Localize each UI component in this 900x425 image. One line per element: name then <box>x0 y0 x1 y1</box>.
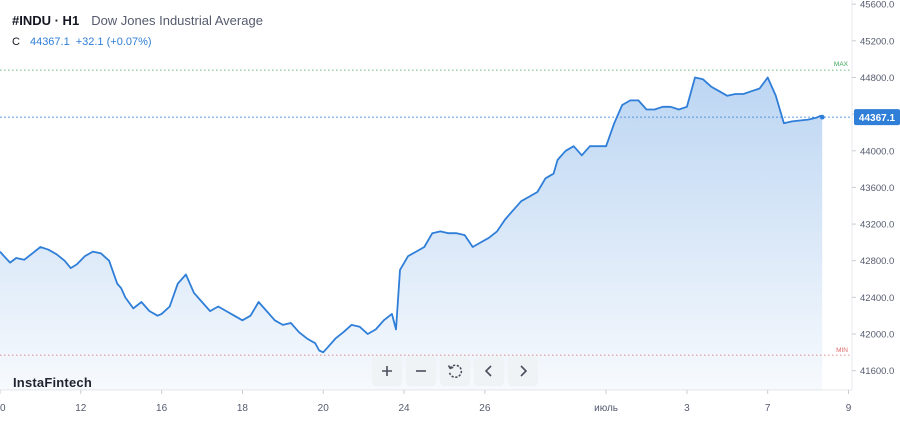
x-tick-label: 16 <box>156 403 168 414</box>
y-tick-label: 43200.0 <box>860 220 894 231</box>
x-tick-label: 9 <box>846 403 852 414</box>
x-tick-label: 3 <box>684 403 690 414</box>
y-tick-label: 44800.0 <box>860 73 894 84</box>
x-tick-label: 10 <box>0 403 6 414</box>
x-tick-label: 20 <box>318 403 330 414</box>
change-value: +32.1 (+0.07%) <box>75 36 152 48</box>
close-value: 44367.1 <box>29 36 70 48</box>
y-axis-ticks: 41600.0 42000.0 42400.0 42800.0 43200.0 43600… <box>852 0 894 377</box>
y-tick-label: 41600.0 <box>860 366 894 377</box>
y-tick-label: 45200.0 <box>860 36 894 47</box>
brand-logo-text: InstaFintech <box>13 375 92 390</box>
y-tick-label: 42800.0 <box>860 256 894 267</box>
series-area <box>0 77 823 390</box>
symbol-label: #INDU · H1 <box>12 13 80 28</box>
instrument-description: Dow Jones Industrial Average <box>91 13 263 28</box>
y-tick-label: 45600.0 <box>860 0 894 11</box>
last-price-label: 44367.1 <box>859 113 896 124</box>
y-tick-label: 44000.0 <box>860 146 894 157</box>
max-label: MAX <box>834 61 849 68</box>
reset-icon <box>447 364 463 379</box>
last-price-tag: 44367.1 <box>854 109 900 126</box>
x-tick-label: 26 <box>479 403 491 414</box>
x-tick-label: 7 <box>765 403 771 414</box>
y-tick-label: 43600.0 <box>860 183 894 194</box>
x-tick-label: 12 <box>75 403 87 414</box>
minus-icon <box>416 370 426 372</box>
zoom-in-button[interactable] <box>372 356 402 386</box>
last-point <box>819 114 825 120</box>
plus-icon <box>382 366 392 376</box>
reset-button[interactable] <box>440 356 470 386</box>
y-tick-label: 42000.0 <box>860 330 894 341</box>
scroll-left-button[interactable] <box>474 356 504 386</box>
series <box>0 76 825 390</box>
close-label: C <box>12 36 20 48</box>
min-label: MIN <box>836 347 848 354</box>
chart-legend: #INDU · H1 Dow Jones Industrial Average … <box>12 13 263 48</box>
x-tick-label: июль <box>594 403 618 414</box>
x-tick-label: 18 <box>237 403 249 414</box>
scroll-right-button[interactable] <box>508 356 538 386</box>
chevron-left-icon <box>484 365 492 377</box>
zoom-out-button[interactable] <box>406 356 436 386</box>
y-tick-label: 42400.0 <box>860 293 894 304</box>
chevron-right-icon <box>520 365 528 377</box>
chart-controls <box>372 356 538 386</box>
x-tick-label: 24 <box>398 403 410 414</box>
series-line <box>0 76 823 354</box>
x-axis-ticks: 10 12 16 18 20 24 26 июль 3 7 9 <box>0 390 852 414</box>
last-price-tag-bg <box>854 109 900 126</box>
